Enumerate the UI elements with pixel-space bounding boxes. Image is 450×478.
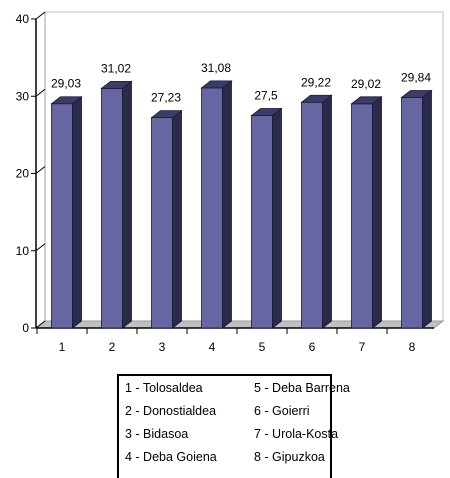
bars [50, 80, 433, 329]
bar-side [272, 107, 282, 329]
bar-top [400, 90, 433, 98]
y-tick-label: 10 [16, 244, 30, 258]
legend-item-6: 6 - Goierri [254, 404, 310, 418]
bar-top [200, 80, 233, 89]
y-tick-label: 30 [16, 89, 30, 103]
legend-item-4: 4 - Deba Goiena [125, 450, 217, 464]
legend: 1 - Tolosaldea 2 - Donostialdea 3 - Bida… [117, 374, 350, 478]
data-label: 29,84 [401, 70, 431, 84]
legend-item-3: 3 - Bidasoa [125, 427, 189, 441]
bar [201, 87, 223, 329]
x-tick-label: 4 [209, 340, 216, 354]
bar-top [150, 110, 183, 119]
legend-item-5: 5 - Deba Barrena [254, 381, 350, 395]
y-tick-label: 40 [16, 12, 30, 26]
legend-item-2: 2 - Donostialdea [125, 404, 217, 418]
legend-item-1: 1 - Tolosaldea [125, 381, 203, 395]
y-tick-label: 0 [22, 321, 29, 335]
bar-side [72, 95, 82, 329]
data-label: 27,5 [254, 89, 278, 103]
bar [301, 101, 323, 329]
x-tick-label: 1 [59, 340, 66, 354]
data-label: 29,22 [301, 75, 331, 89]
bar [401, 97, 423, 329]
bar-side [222, 80, 232, 329]
bar-top [50, 96, 83, 105]
data-label: 31,02 [101, 61, 131, 75]
bar-top [100, 80, 133, 89]
y-tick-depth [35, 11, 46, 20]
x-tick-label: 2 [109, 340, 116, 354]
bar [151, 117, 173, 329]
y-tick-depth [35, 166, 46, 174]
bar-side [122, 80, 132, 329]
data-label: 29,03 [51, 77, 81, 91]
data-label: 27,23 [151, 91, 181, 105]
bar-top [250, 108, 283, 116]
bar [351, 103, 373, 329]
plot-walls [34, 11, 445, 329]
bar [101, 87, 123, 329]
data-label: 29,02 [351, 77, 381, 91]
y-tick-depth [35, 320, 46, 329]
bar [251, 115, 273, 329]
legend-item-7: 7 - Urola-Kosta [254, 427, 339, 441]
x-tick-label: 3 [159, 340, 166, 354]
y-tick-depth [35, 88, 46, 97]
bar-top [350, 96, 383, 105]
bar [51, 103, 73, 329]
legend-item-8: 8 - Gipuzkoa [254, 450, 325, 464]
x-tick-label: 6 [309, 340, 316, 354]
x-tick-label: 7 [359, 340, 366, 354]
back-wall [45, 11, 444, 321]
data-label: 31,08 [201, 61, 231, 75]
data-labels: 29,03 31,02 27,23 31,08 27,5 29,22 29,02 29,84 [51, 61, 431, 105]
bar-side [372, 96, 382, 329]
y-tick-label: 20 [16, 167, 30, 181]
bar-side [422, 89, 432, 329]
x-tick-label: 8 [409, 340, 416, 354]
bar-side [172, 109, 182, 329]
y-tick-depth [35, 243, 46, 252]
bar-side [322, 94, 332, 329]
floor [34, 320, 445, 329]
x-tick-label: 5 [259, 340, 266, 354]
bar-top [300, 94, 333, 103]
